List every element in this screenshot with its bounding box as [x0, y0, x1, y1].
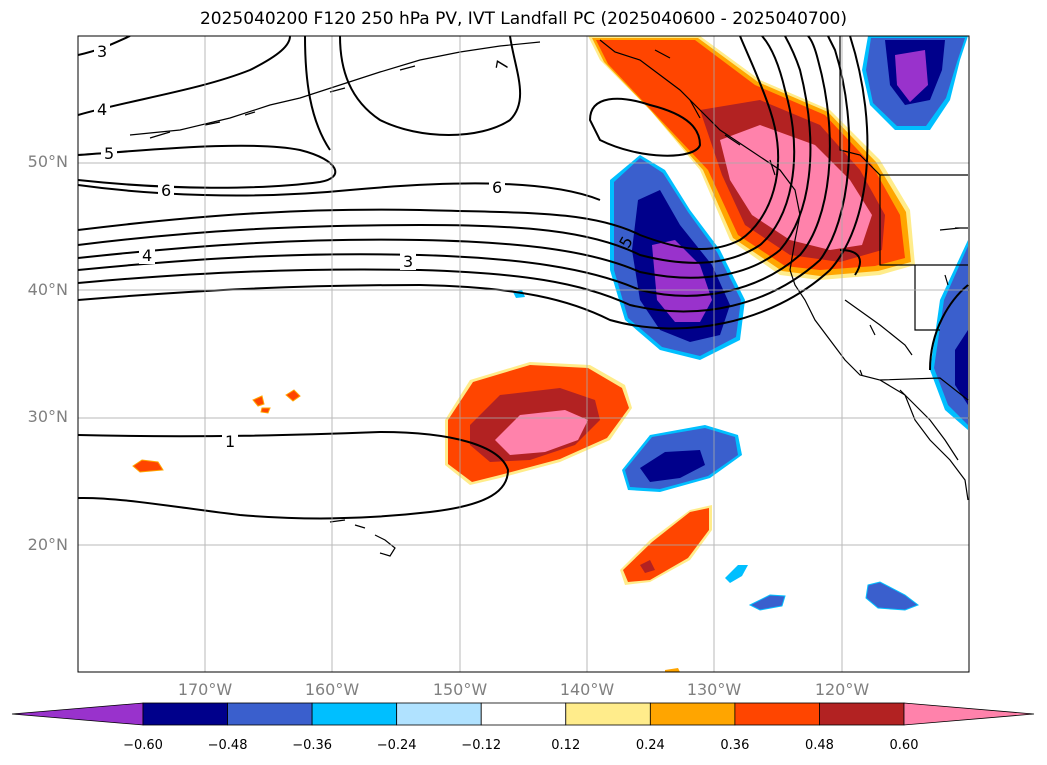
lon-label-140w: 140°W — [559, 680, 615, 699]
colorbar-bin — [734, 702, 820, 726]
colorbar-bin — [142, 702, 228, 726]
colorbar-bin — [227, 702, 313, 726]
colorbar-extend-high — [903, 702, 1035, 726]
anomaly-negative-north — [862, 36, 968, 130]
colorbar-tick-label: 0.12 — [551, 738, 581, 753]
colorbar-bin — [396, 702, 482, 726]
plot-frame — [77, 35, 970, 673]
colorbar-bin — [819, 702, 905, 726]
colorbar-bin — [565, 702, 651, 726]
lat-label-20n: 20°N — [27, 535, 68, 554]
anomaly-negative-south — [622, 425, 742, 492]
anomaly-small-blobs — [132, 290, 920, 672]
anomaly-positive-central — [445, 362, 632, 485]
colorbar-tick-label: −0.12 — [461, 738, 502, 753]
lon-label-120w: 120°W — [814, 680, 870, 699]
colorbar-tick-label: 0.24 — [635, 738, 665, 753]
contour-label-4-w: 4 — [142, 246, 152, 265]
colorbar-bin — [480, 702, 567, 726]
contour-labels: 3 4 5 6 7 6 4 3 5 1 — [94, 42, 637, 451]
contour-label-6-c: 6 — [492, 178, 502, 197]
colorbar-tick-label: −0.48 — [207, 738, 248, 753]
lon-label-130w: 130°W — [686, 680, 742, 699]
colorbar-tick-label: −0.24 — [376, 738, 417, 753]
map-title: 2025040200 F120 250 hPa PV, IVT Landfall… — [199, 9, 847, 29]
lon-label-150w: 150°W — [432, 680, 488, 699]
lat-label-50n: 50°N — [27, 152, 68, 171]
colorbar-extend-low — [11, 702, 144, 726]
colorbar-tick-label: 0.60 — [889, 738, 919, 753]
contour-label-3-c: 3 — [403, 252, 413, 271]
colorbar-tick-label: −0.36 — [292, 738, 333, 753]
colorbar-tick-label: 0.48 — [804, 738, 834, 753]
filled-anomalies: 3 4 5 6 7 6 4 3 5 1 — [78, 36, 969, 672]
colorbar-bin — [649, 702, 736, 726]
lat-label-40n: 40°N — [27, 280, 68, 299]
pv-contours — [78, 36, 969, 520]
contour-label-6-w: 6 — [161, 181, 171, 200]
lon-label-170w: 170°W — [177, 680, 233, 699]
gridlines — [78, 36, 969, 672]
colorbar-bin — [311, 702, 398, 726]
lon-label-160w: 160°W — [304, 680, 360, 699]
contour-label-7: 7 — [492, 58, 512, 71]
colorbar — [11, 702, 1035, 726]
contour-label-3-nw: 3 — [97, 42, 107, 61]
lat-label-30n: 30°N — [27, 407, 68, 426]
coastlines — [129, 36, 969, 557]
colorbar-tick-label: −0.60 — [123, 738, 163, 753]
contour-label-5-nw: 5 — [104, 144, 114, 163]
contour-label-4-nw: 4 — [97, 100, 107, 119]
contour-label-1: 1 — [225, 432, 235, 451]
colorbar-tick-label: 0.36 — [720, 738, 750, 753]
